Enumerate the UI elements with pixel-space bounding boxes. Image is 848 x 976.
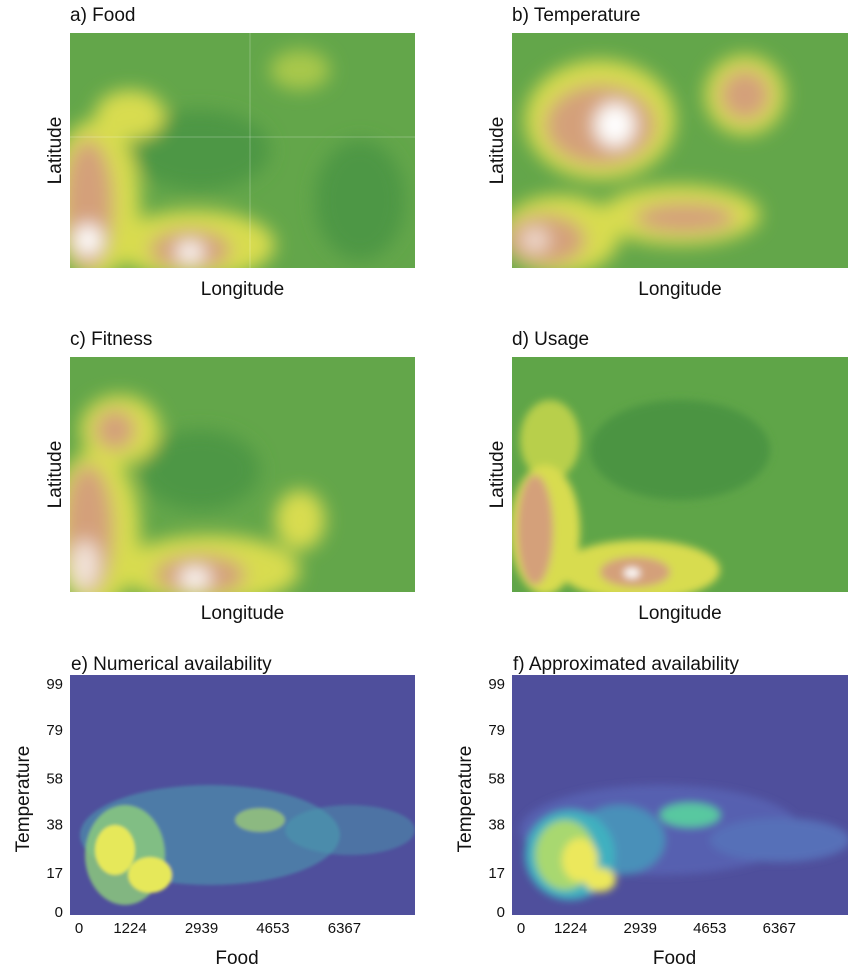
x-tick-label: 2939 — [624, 920, 657, 937]
x-axis-label: Longitude — [638, 279, 721, 300]
panel-title: b) Temperature — [512, 5, 641, 26]
y-tick-label: 17 — [46, 865, 63, 882]
y-tick-label: 0 — [55, 904, 63, 921]
panel-title: d) Usage — [512, 329, 589, 350]
heatmap-c — [70, 357, 415, 592]
x-tick-label: 0 — [517, 920, 525, 937]
panel-title: a) Food — [70, 5, 135, 26]
y-axis-label: Latitude — [45, 441, 66, 509]
y-tick-label: 58 — [46, 770, 63, 787]
y-tick-label: 99 — [488, 676, 505, 693]
heatmap-f — [512, 675, 848, 915]
x-tick-label: 1224 — [554, 920, 587, 937]
x-axis-label: Food — [653, 948, 696, 969]
x-tick-label: 2939 — [185, 920, 218, 937]
x-axis-label: Food — [215, 948, 258, 969]
x-axis-label: Longitude — [201, 603, 284, 624]
y-axis-label: Latitude — [487, 117, 508, 185]
y-tick-label: 17 — [488, 865, 505, 882]
x-tick-label: 1224 — [113, 920, 146, 937]
y-axis-label: Temperature — [455, 746, 476, 853]
x-tick-label: 6367 — [763, 920, 796, 937]
heatmap-d — [512, 357, 848, 592]
y-tick-label: 79 — [488, 722, 505, 739]
y-axis-label: Latitude — [487, 441, 508, 509]
y-tick-label: 58 — [488, 770, 505, 787]
x-tick-label: 6367 — [328, 920, 361, 937]
x-tick-label: 4653 — [256, 920, 289, 937]
y-tick-label: 38 — [46, 816, 63, 833]
x-tick-label: 4653 — [693, 920, 726, 937]
heatmap-e — [70, 675, 415, 915]
x-axis-label: Longitude — [638, 603, 721, 624]
y-tick-label: 0 — [497, 904, 505, 921]
panel-title: c) Fitness — [70, 329, 152, 350]
y-axis-label: Latitude — [45, 117, 66, 185]
panel-title: f) Approximated availability — [513, 654, 739, 675]
y-axis-label: Temperature — [13, 746, 34, 853]
heatmap-a — [70, 33, 415, 268]
y-tick-label: 38 — [488, 816, 505, 833]
x-tick-label: 0 — [75, 920, 83, 937]
panel-title: e) Numerical availability — [71, 654, 272, 675]
x-axis-label: Longitude — [201, 279, 284, 300]
heatmap-b — [512, 33, 848, 268]
y-tick-label: 99 — [46, 676, 63, 693]
y-tick-label: 79 — [46, 722, 63, 739]
